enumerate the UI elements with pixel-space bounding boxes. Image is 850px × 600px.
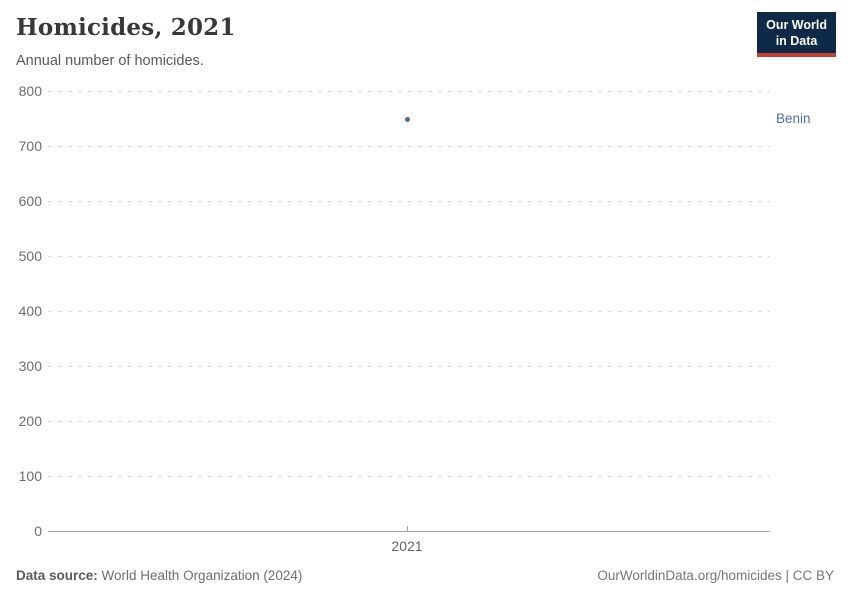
x-axis-tick: [407, 526, 408, 531]
owid-logo-line1: Our World: [766, 18, 827, 32]
data-point-benin[interactable]: [404, 116, 410, 122]
y-gridline: [48, 256, 770, 257]
x-axis-tick-label: 2021: [391, 538, 423, 554]
owid-logo[interactable]: Our World in Data: [757, 12, 836, 57]
y-axis-tick-label: 700: [18, 138, 42, 154]
page-title: Homicides, 2021: [16, 14, 236, 41]
y-axis-tick-label: 100: [18, 468, 42, 484]
x-axis-line: [48, 531, 770, 532]
y-axis-tick-label: 400: [18, 303, 42, 319]
data-source-label: Data source:: [16, 568, 98, 583]
y-gridline: [48, 311, 770, 312]
y-gridline: [48, 146, 770, 147]
entity-label-benin[interactable]: Benin: [776, 111, 811, 127]
y-axis-tick-label: 0: [34, 523, 42, 539]
y-axis-tick-label: 600: [18, 193, 42, 209]
y-axis-tick-label: 800: [18, 83, 42, 99]
y-axis-tick-label: 500: [18, 248, 42, 264]
chart-footer: Data source: World Health Organization (…: [16, 568, 834, 583]
y-gridline: [48, 366, 770, 367]
chart-subtitle: Annual number of homicides.: [16, 53, 204, 69]
owid-logo-line2: in Data: [775, 34, 818, 48]
y-axis-tick-label: 300: [18, 358, 42, 374]
y-gridline: [48, 91, 770, 92]
y-gridline: [48, 476, 770, 477]
attribution-link[interactable]: OurWorldinData.org/homicides | CC BY: [597, 568, 834, 583]
data-source-text: World Health Organization (2024): [97, 568, 303, 583]
y-gridline: [48, 421, 770, 422]
data-source-note: Data source: World Health Organization (…: [16, 568, 302, 583]
y-gridline: [48, 201, 770, 202]
y-axis-tick-label: 200: [18, 413, 42, 429]
